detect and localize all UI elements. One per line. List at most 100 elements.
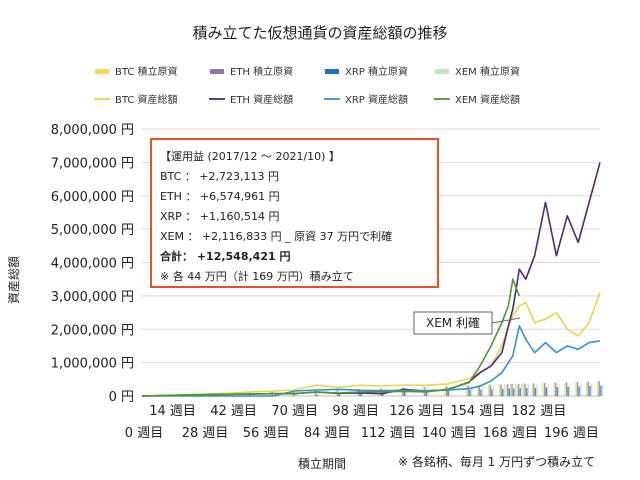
info-xrp: XRP ： +1,160,514 円 bbox=[160, 210, 280, 223]
principal-bar bbox=[564, 382, 566, 396]
x-tick-label: 56 週目 bbox=[243, 426, 290, 441]
info-note: ※ 各 44 万円（計 169 万円）積み立て bbox=[160, 269, 354, 283]
principal-bar bbox=[526, 388, 528, 396]
y-tick-label: 7,000,000 円 bbox=[51, 156, 134, 171]
x-tick-label: 140 週目 bbox=[422, 426, 477, 441]
info-eth: ETH ： +6,574,961 円 bbox=[160, 190, 280, 203]
info-btc: BTC ： +2,723,113 円 bbox=[160, 170, 279, 183]
principal-bar bbox=[316, 394, 319, 396]
principal-bar bbox=[480, 389, 482, 396]
y-tick-labels: 0 円 1,000,000 円 2,000,000 円 3,000,000 円 4,00… bbox=[51, 123, 134, 405]
principal-bar bbox=[338, 394, 340, 396]
principal-bar bbox=[565, 382, 568, 396]
principal-bar bbox=[536, 383, 538, 396]
principal-bar bbox=[600, 385, 602, 396]
principal-bar bbox=[586, 381, 588, 396]
principal-bar bbox=[522, 383, 525, 396]
principal-bar bbox=[569, 383, 571, 396]
x-tick-label: 98 週目 bbox=[332, 404, 379, 419]
principal-bar bbox=[601, 383, 604, 396]
chart-title: 積み立てた仮想通貨の資産総額の推移 bbox=[192, 24, 447, 42]
principal-bar bbox=[575, 381, 577, 396]
y-tick-label: 6,000,000 円 bbox=[51, 190, 134, 205]
principal-bar bbox=[579, 383, 582, 396]
x-tick-label: 196 週目 bbox=[544, 426, 599, 441]
principal-bar bbox=[491, 389, 493, 396]
principal-bar bbox=[507, 384, 509, 396]
principal-bar bbox=[547, 383, 549, 396]
principal-bar bbox=[478, 385, 481, 396]
x-tick-label: 112 週目 bbox=[361, 426, 416, 441]
series-line bbox=[141, 278, 521, 397]
series-line bbox=[142, 325, 601, 397]
info-box: 【運用益 (2017/12 ～ 2021/10) 】 BTC ： +2,723,… bbox=[150, 138, 439, 288]
legend-label: BTC 積立原資 bbox=[115, 65, 178, 78]
principal-bar bbox=[554, 382, 557, 396]
principal-bar bbox=[533, 383, 535, 396]
principal-bar bbox=[598, 381, 600, 396]
x-tick-label: 182 週目 bbox=[511, 404, 566, 419]
callout-label: XEM 利確 bbox=[426, 315, 480, 330]
principal-bar bbox=[447, 390, 449, 396]
principal-bar bbox=[318, 390, 320, 396]
y-tick-label: 3,000,000 円 bbox=[51, 290, 134, 305]
principal-bar bbox=[531, 383, 533, 396]
principal-bar bbox=[597, 381, 599, 396]
info-box-frame bbox=[150, 138, 439, 288]
principal-bar bbox=[519, 388, 521, 396]
info-xem: XEM ： +2,116,833 円 _ 原資 37 万円で利確 bbox=[160, 229, 392, 243]
y-axis-label: 資産総額 bbox=[6, 256, 21, 304]
principal-bar bbox=[503, 384, 506, 396]
principal-bar bbox=[498, 384, 501, 396]
x-tick-label: 126 週目 bbox=[389, 404, 444, 419]
principal-bar bbox=[481, 385, 484, 396]
principal-bar bbox=[449, 386, 451, 396]
y-tick-label: 4,000,000 円 bbox=[51, 257, 134, 272]
principal-bar bbox=[558, 383, 560, 396]
legend-label: ETH 資産総額 bbox=[230, 93, 293, 106]
footnote: ※ 各銘柄、毎月 1 万円ずつ積み立て bbox=[398, 454, 595, 469]
principal-bar bbox=[527, 383, 530, 396]
principal-bar bbox=[534, 387, 537, 396]
x-tick-label: 84 週目 bbox=[304, 426, 351, 441]
principal-bar bbox=[500, 384, 502, 396]
principal-bar bbox=[521, 383, 523, 396]
principal-bar bbox=[545, 387, 548, 396]
legend-swatch bbox=[210, 69, 224, 74]
principal-bar bbox=[470, 385, 473, 396]
info-total: 合計： +12,548,421 円 bbox=[160, 249, 290, 263]
y-tick-label: 8,000,000 円 bbox=[51, 123, 134, 138]
x-tick-label: 28 週目 bbox=[182, 426, 229, 441]
x-tick-label: 70 週目 bbox=[271, 404, 318, 419]
y-tick-label: 1,000,000 円 bbox=[51, 357, 134, 372]
principal-bar bbox=[578, 386, 580, 396]
legend: BTC 積立原資 ETH 積立原資 XRP 積立原資 XEM 積立原資 BTC 資産総額… bbox=[94, 65, 520, 106]
principal-bar bbox=[542, 383, 544, 396]
principal-bar bbox=[492, 384, 495, 396]
legend-swatch bbox=[95, 69, 109, 74]
principal-bar bbox=[502, 388, 504, 396]
principal-bar bbox=[489, 384, 491, 396]
principal-bar bbox=[469, 389, 471, 396]
legend-label: XEM 積立原資 bbox=[455, 65, 520, 78]
series-line bbox=[141, 292, 601, 397]
y-tick-label: 0 円 bbox=[109, 390, 134, 405]
principal-bar bbox=[590, 383, 593, 396]
y-tick-label: 5,000,000 円 bbox=[51, 223, 134, 238]
principal-bar bbox=[444, 386, 446, 396]
xem-callout: XEM 利確 bbox=[413, 311, 521, 335]
principal-bar bbox=[556, 387, 558, 396]
principal-bar bbox=[524, 383, 526, 396]
x-tick-label: 154 週目 bbox=[450, 404, 505, 419]
principal-bar bbox=[517, 383, 520, 396]
principal-bar bbox=[477, 385, 479, 396]
legend-swatch bbox=[325, 69, 339, 74]
x-axis-label: 積立期間 bbox=[298, 456, 346, 471]
principal-bar bbox=[425, 391, 428, 396]
principal-bar bbox=[553, 382, 555, 396]
principal-bar bbox=[514, 384, 516, 396]
legend-label: ETH 積立原資 bbox=[230, 65, 293, 78]
value-lines bbox=[141, 162, 601, 397]
principal-bar bbox=[567, 386, 569, 396]
